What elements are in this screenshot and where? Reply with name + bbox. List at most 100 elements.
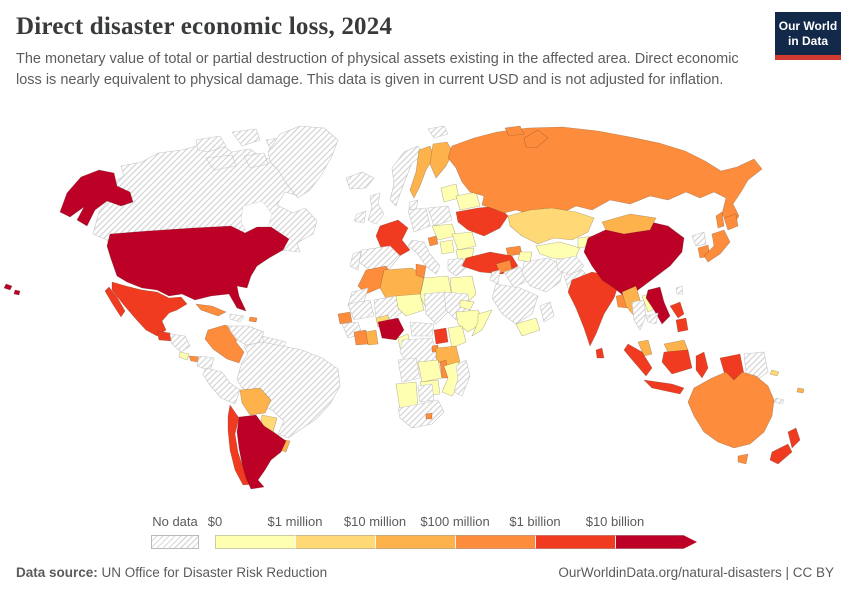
legend-segment-1b[interactable] [535, 535, 615, 549]
country-united-states[interactable] [106, 225, 290, 312]
country-north-korea[interactable] [691, 231, 707, 247]
country-new-caledonia[interactable] [773, 397, 785, 405]
legend-no-data-swatch[interactable] [151, 535, 199, 549]
country-puerto-rico[interactable] [248, 316, 258, 323]
country-poland[interactable] [427, 205, 453, 227]
country-botswana[interactable] [417, 383, 435, 403]
country-argentina[interactable] [236, 414, 287, 490]
country-indonesia[interactable] [643, 379, 685, 395]
country-nigeria[interactable] [377, 317, 405, 341]
country-svalbard[interactable] [427, 125, 449, 139]
country-zambia[interactable] [417, 359, 443, 383]
country-canada[interactable] [231, 128, 261, 147]
country-mexico[interactable] [111, 281, 188, 337]
country-vietnam[interactable] [645, 286, 671, 325]
country-australia[interactable] [737, 453, 749, 465]
country-canada[interactable] [195, 135, 227, 153]
country-canada[interactable] [205, 154, 237, 171]
country-new-zealand[interactable] [769, 443, 793, 465]
country-denmark[interactable] [408, 199, 419, 211]
country-central-african-republic[interactable] [409, 321, 435, 337]
country-canada[interactable] [243, 152, 269, 169]
country-taiwan[interactable] [675, 285, 684, 295]
country-belarus[interactable] [455, 191, 481, 211]
country-philippines[interactable] [669, 301, 685, 319]
country-mongolia[interactable] [601, 213, 657, 235]
country-thailand[interactable] [631, 299, 647, 331]
country-iran[interactable] [521, 257, 565, 293]
country-senegal[interactable] [337, 311, 353, 325]
country-new-zealand[interactable] [787, 427, 801, 449]
country-russia[interactable] [715, 211, 725, 229]
country-romania[interactable] [451, 231, 477, 251]
country-greenland[interactable] [267, 125, 339, 199]
country-sweden[interactable] [409, 145, 435, 199]
country-madagascar[interactable] [453, 359, 471, 397]
country-sri-lanka[interactable] [595, 347, 605, 359]
country-indonesia[interactable] [695, 351, 709, 379]
country-finland[interactable] [429, 141, 454, 179]
country-haiti[interactable] [229, 313, 245, 323]
country-uganda[interactable] [433, 327, 449, 345]
country-japan[interactable] [723, 213, 739, 231]
country-lesotho[interactable] [425, 412, 433, 420]
country-cambodia[interactable] [645, 312, 659, 325]
country-mauritania[interactable] [347, 299, 375, 321]
country-azerbaijan[interactable] [517, 251, 533, 263]
country-brazil[interactable] [236, 341, 341, 439]
country-mexico[interactable] [104, 286, 126, 318]
country-peru[interactable] [202, 367, 241, 405]
country-united-states[interactable] [3, 283, 13, 291]
country-saudi-arabia[interactable] [491, 283, 539, 325]
country-japan[interactable] [703, 229, 731, 263]
country-russia[interactable] [523, 129, 549, 149]
country-russia[interactable] [504, 125, 525, 137]
country-yemen[interactable] [515, 317, 541, 337]
country-indonesia[interactable] [661, 349, 693, 375]
country-italy[interactable] [407, 239, 441, 275]
country-somalia[interactable] [471, 309, 493, 337]
country-eritrea[interactable] [459, 299, 475, 311]
country-angola[interactable] [397, 357, 421, 383]
country-norway[interactable] [389, 145, 424, 207]
country-serbia[interactable] [439, 239, 455, 255]
country-malaysia[interactable] [637, 339, 653, 357]
country-chad[interactable] [423, 291, 449, 325]
country-australia[interactable] [687, 371, 775, 449]
country-guatemala[interactable] [156, 330, 173, 342]
country-oman[interactable] [539, 301, 555, 323]
country-russia[interactable] [447, 126, 763, 229]
owid-logo[interactable]: Our World in Data [775, 12, 841, 60]
legend-segment-1m[interactable] [295, 535, 375, 549]
legend-segment-100m[interactable] [455, 535, 535, 549]
country-niger[interactable] [395, 293, 425, 317]
country-afghanistan[interactable] [555, 255, 585, 277]
country-kazakhstan[interactable] [507, 207, 595, 245]
country-united-states[interactable] [13, 289, 21, 296]
country-south-africa[interactable] [397, 399, 445, 429]
country-ghana[interactable] [365, 329, 379, 346]
country-bolivia[interactable] [239, 387, 272, 416]
footer-link[interactable]: OurWorldinData.org/natural-disasters | C… [558, 565, 834, 580]
country-jordan[interactable] [489, 269, 501, 285]
country-iceland[interactable] [345, 171, 375, 190]
country-cuba[interactable] [195, 303, 227, 317]
legend-segment-0[interactable] [215, 535, 295, 549]
country-honduras[interactable] [169, 333, 191, 353]
country-baltic-states[interactable] [440, 183, 460, 203]
country-indonesia[interactable] [623, 343, 653, 377]
country-united-states[interactable] [59, 169, 134, 227]
country-greece[interactable] [447, 257, 467, 277]
legend-segment-10b[interactable] [615, 535, 683, 549]
legend-segment-10m[interactable] [375, 535, 455, 549]
country-costa-rica[interactable] [178, 351, 190, 361]
country-ukraine[interactable] [455, 205, 509, 237]
country-mali[interactable] [373, 295, 403, 323]
country-philippines[interactable] [675, 317, 689, 333]
country-germany[interactable] [407, 207, 431, 233]
country-solomon-islands[interactable] [769, 369, 780, 377]
country-fiji[interactable] [796, 387, 805, 394]
country-slovenia[interactable] [427, 235, 439, 247]
country-united-kingdom[interactable] [367, 192, 385, 225]
country-ireland[interactable] [353, 210, 367, 224]
